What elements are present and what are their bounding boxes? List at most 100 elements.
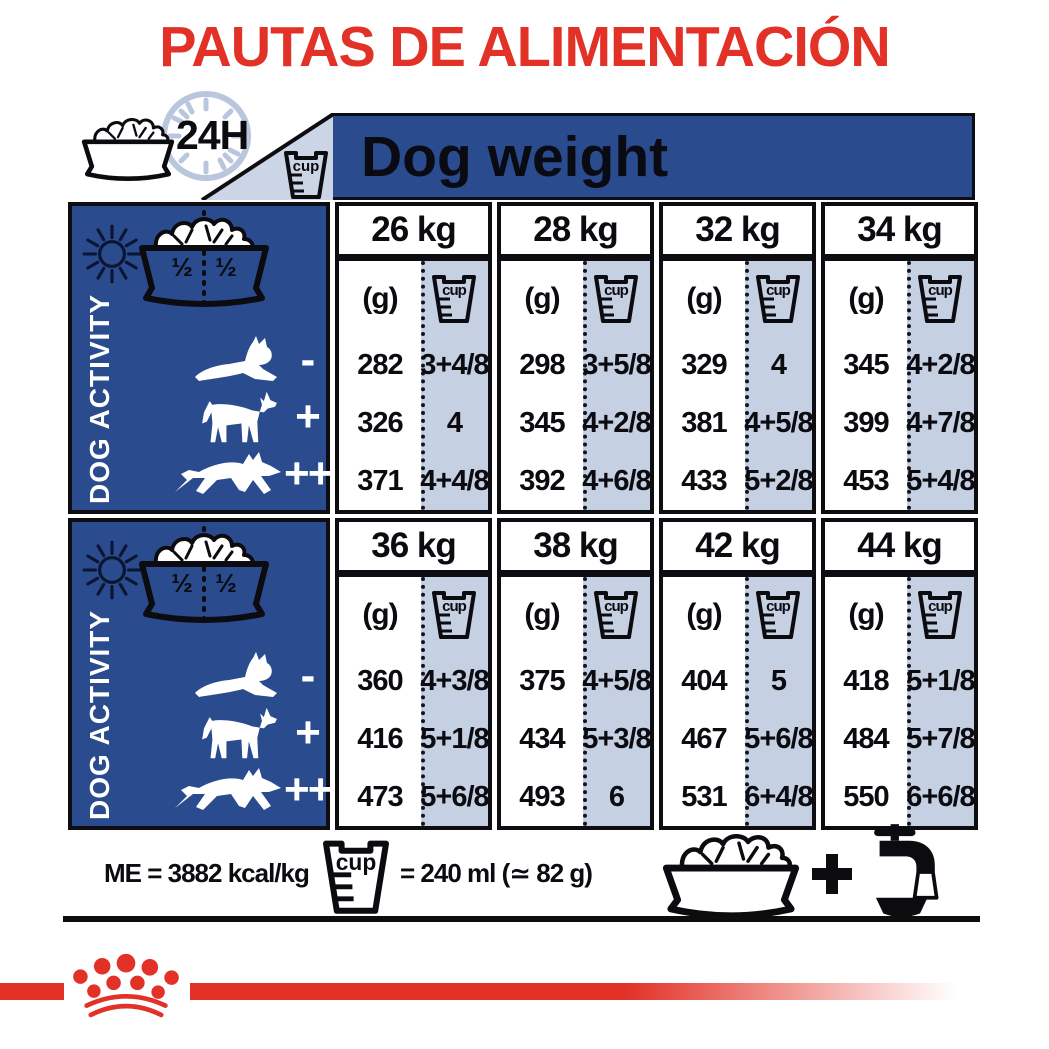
cup-value: 4+5/8 [744, 406, 813, 439]
cup-value: 4+7/8 [906, 406, 975, 439]
feeding-table-section-2: ½ ½ DOG ACTIVITY - + ++ 36 k [68, 518, 979, 830]
weight-header: 34 kg [821, 202, 978, 258]
grams-value: 433 [681, 464, 727, 497]
cup-subcolumn-bg [420, 577, 488, 826]
weight-column-26kg: 26 kg (g) cup 282 3+4/8 326 4 371 4+4/8 [335, 202, 492, 514]
grams-value: 360 [357, 665, 403, 698]
svg-text:½: ½ [171, 252, 193, 282]
brand-stripe-right [190, 983, 980, 1000]
svg-text:½: ½ [215, 252, 237, 282]
grams-value: 345 [519, 406, 565, 439]
weight-header: 44 kg [821, 518, 978, 574]
svg-text:cup: cup [605, 598, 630, 615]
lying-dog-icon [195, 336, 277, 381]
cup-value: 4 [770, 349, 787, 382]
activity-row-medium: + [182, 390, 330, 444]
cup-value: 4+3/8 [420, 665, 489, 698]
weight-column-32kg: 32 kg (g) cup 329 4 381 4+5/8 433 5+2/8 [659, 202, 816, 514]
grams-unit-label: (g) [524, 598, 560, 631]
grams-value: 416 [357, 722, 403, 755]
feeding-table-section-1: ½ ½ DOG ACTIVITY - + ++ 26 k [68, 202, 979, 514]
measuring-cup-icon: cup [323, 840, 389, 914]
cup-value: 4+2/8 [582, 406, 651, 439]
cup-value: 6+4/8 [744, 780, 813, 813]
weight-header: 36 kg [335, 518, 492, 574]
activity-level-low: - [300, 651, 316, 700]
moon-icon [276, 544, 299, 588]
svg-text:½: ½ [171, 568, 193, 598]
dog-weight-header: Dog weight [333, 113, 975, 200]
svg-text:cup: cup [605, 282, 630, 299]
clock-24h-label: 24H [176, 112, 249, 158]
grams-unit-label: (g) [848, 598, 884, 631]
royal-canin-crown-logo [73, 953, 179, 1018]
activity-row-low: - [182, 334, 330, 386]
metabolizable-energy-label: ME = 3882 kcal/kg [104, 858, 310, 888]
weight-header: 32 kg [659, 202, 816, 258]
clock-24h-icon [161, 91, 251, 181]
cup-subcolumn-bg [906, 261, 974, 510]
activity-row-low: - [182, 650, 330, 702]
weight-columns-1: 26 kg (g) cup 282 3+4/8 326 4 371 4+4/8 … [335, 202, 979, 514]
weight-header: 26 kg [335, 202, 492, 258]
standing-dog-icon [202, 391, 277, 443]
dog-weight-label: Dog weight [361, 124, 669, 189]
page-title: PAUTAS DE ALIMENTACIÓN [159, 15, 890, 79]
grams-value: 434 [519, 722, 565, 755]
grams-value: 392 [519, 464, 565, 497]
grams-value: 375 [519, 665, 565, 698]
measuring-cup-icon: cup [583, 261, 650, 337]
cup-value: 3+4/8 [420, 349, 489, 382]
activity-level-low: - [300, 335, 316, 384]
svg-text:cup: cup [443, 598, 468, 615]
standing-dog-icon [202, 707, 277, 759]
grams-value: 467 [681, 722, 727, 755]
activity-level-high: ++ [284, 449, 333, 498]
activity-row-medium: + [182, 706, 330, 760]
weight-column-44kg: 44 kg (g) cup 418 5+1/8 484 5+7/8 550 6+… [821, 518, 978, 830]
svg-text:cup: cup [929, 598, 954, 615]
grams-value: 399 [843, 406, 889, 439]
grams-value: 381 [681, 406, 727, 439]
activity-level-medium: + [295, 392, 321, 441]
svg-text:cup: cup [293, 158, 320, 175]
sun-icon [82, 224, 142, 284]
cup-subcolumn-bg [582, 261, 650, 510]
dog-activity-label: DOG ACTIVITY [84, 293, 115, 505]
grams-value: 282 [357, 349, 403, 382]
measuring-cup-icon: cup [583, 577, 650, 653]
svg-text:cup: cup [767, 598, 792, 615]
grams-value: 493 [519, 780, 565, 813]
food-bowl-icon [662, 834, 800, 918]
measuring-cup-icon: cup [745, 261, 812, 337]
weight-column-38kg: 38 kg (g) cup 375 4+5/8 434 5+3/8 493 6 [497, 518, 654, 830]
activity-sidebar-1: ½ ½ DOG ACTIVITY - + ++ [68, 202, 333, 514]
lying-dog-icon [195, 652, 277, 697]
footer-divider [63, 916, 980, 922]
cup-value: 4+4/8 [420, 464, 489, 497]
cup-value: 5+3/8 [582, 722, 651, 755]
cup-subcolumn-bg [420, 261, 488, 510]
activity-row-high: ++ [150, 762, 333, 818]
grams-unit-label: (g) [848, 282, 884, 315]
svg-text:cup: cup [336, 849, 377, 875]
cup-equivalence-label: = 240 ml (≃ 82 g) [400, 858, 593, 888]
measuring-cup-icon: cup [907, 261, 974, 337]
grams-value: 453 [843, 464, 889, 497]
cup-subcolumn-bg [582, 577, 650, 826]
activity-sidebar-2: ½ ½ DOG ACTIVITY - + ++ [68, 518, 333, 830]
grams-value: 329 [681, 349, 727, 382]
grams-value: 326 [357, 406, 403, 439]
activity-row-high: ++ [150, 446, 333, 502]
weight-column-36kg: 36 kg (g) cup 360 4+3/8 416 5+1/8 473 5+… [335, 518, 492, 830]
cup-value: 4+6/8 [582, 464, 651, 497]
grams-value: 531 [681, 780, 727, 813]
cup-value: 5+6/8 [420, 780, 489, 813]
brand-stripe-left [0, 983, 64, 1000]
grams-unit-label: (g) [524, 282, 560, 315]
svg-text:cup: cup [929, 282, 954, 299]
cup-subcolumn-bg [906, 577, 974, 826]
grams-value: 418 [843, 665, 889, 698]
cup-value: 5+4/8 [906, 464, 975, 497]
half-half-bowl-icon: ½ ½ [139, 210, 269, 308]
